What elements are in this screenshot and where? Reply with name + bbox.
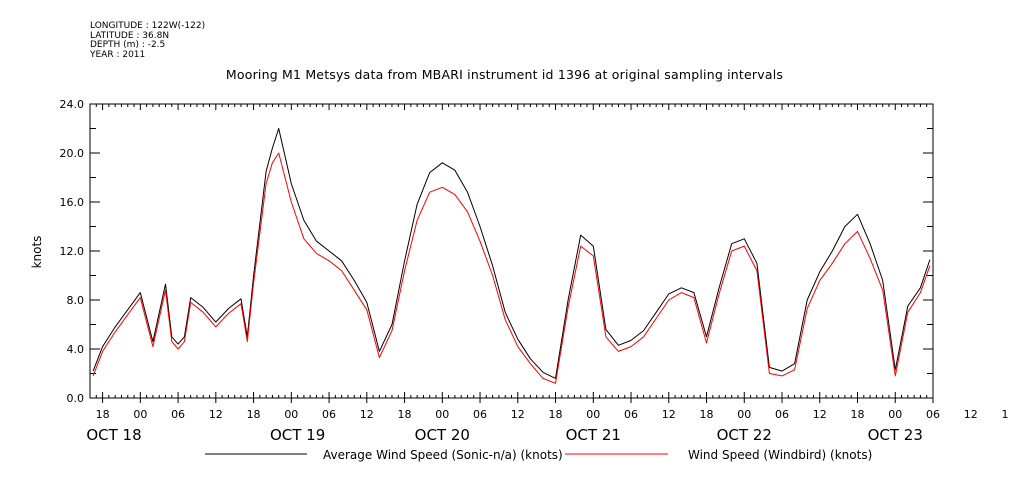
x-axis: 18 00 06 12 18 00 06 12 18 00 06 12 18 00 06 12 18 00 06 12… <box>86 104 1009 444</box>
x-tick-label: 06 <box>171 408 185 421</box>
x-tick-label: 00 <box>284 408 298 421</box>
x-tick-label: 00 <box>586 408 600 421</box>
latitude-text: LATITUDE : 36.8N <box>90 30 170 41</box>
x-tick-label: 12 <box>964 408 978 421</box>
x-tick-label: 12 <box>511 408 525 421</box>
x-tick-label: 18 <box>700 408 714 421</box>
x-tick-label: 18 <box>247 408 261 421</box>
x-tick-label: 12 <box>662 408 676 421</box>
x-day-label: OCT 18 <box>86 426 141 444</box>
y-tick-label: 12.0 <box>60 245 85 258</box>
year-text: YEAR : 2011 <box>90 49 146 60</box>
y-axis-title: knots <box>30 236 44 269</box>
x-day-label: OCT 23 <box>868 426 923 444</box>
y-tick-label: 4.0 <box>67 343 85 356</box>
y-tick-label: 20.0 <box>60 147 85 160</box>
legend-label-1: Average Wind Speed (Sonic-n/a) (knots) <box>323 448 563 462</box>
x-tick-label: 06 <box>473 408 487 421</box>
x-tick-label: 00 <box>737 408 751 421</box>
x-tick-label: 06 <box>624 408 638 421</box>
plot-border <box>89 103 934 399</box>
y-axis: 0.0 4.0 8.0 12.0 16.0 20.0 24.0 <box>60 98 933 405</box>
x-tick-label: 12 <box>813 408 827 421</box>
x-tick-label: 00 <box>133 408 147 421</box>
depth-text: DEPTH (m) : -2.5 <box>90 40 166 50</box>
x-tick-label: 06 <box>322 408 336 421</box>
series-line-2 <box>92 152 931 384</box>
x-tick-label: 18 <box>96 408 110 421</box>
series-layer <box>92 128 931 384</box>
y-tick-label: 16.0 <box>60 196 85 209</box>
x-tick-label: 18 <box>851 408 865 421</box>
x-tick-label: 00 <box>888 408 902 421</box>
legend-label-2: Wind Speed (Windbird) (knots) <box>688 448 872 462</box>
y-tick-label: 8.0 <box>67 294 85 307</box>
x-tick-label: 18 <box>549 408 563 421</box>
x-day-label: OCT 21 <box>566 426 621 444</box>
chart-title: Mooring M1 Metsys data from MBARI instru… <box>225 67 784 82</box>
series-line-1 <box>92 128 931 379</box>
y-tick-label: 0.0 <box>67 392 85 405</box>
plot-frame <box>89 103 934 399</box>
legend: Average Wind Speed (Sonic-n/a) (knots) Wi… <box>205 448 872 462</box>
x-day-label: OCT 22 <box>717 426 772 444</box>
x-tick-label: 00 <box>435 408 449 421</box>
x-day-label: OCT 19 <box>270 426 325 444</box>
longitude-text: LONGITUDE : 122W(-122) <box>90 21 206 31</box>
x-day-label: OCT 20 <box>415 426 470 444</box>
x-tick-label: 12 <box>209 408 223 421</box>
x-tick-label: 18 <box>398 408 412 421</box>
x-tick-label: 06 <box>775 408 789 421</box>
x-tick-label: 12 <box>360 408 374 421</box>
x-tick-label: 06 <box>926 408 940 421</box>
y-tick-label: 24.0 <box>60 98 85 111</box>
x-tick-label: 18 <box>1001 408 1009 421</box>
metadata-block: LONGITUDE : 122W(-122) LATITUDE : 36.8N … <box>90 21 206 60</box>
